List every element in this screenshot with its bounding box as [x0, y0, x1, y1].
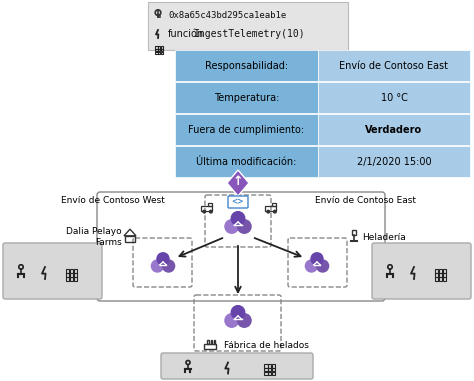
FancyBboxPatch shape [372, 243, 471, 299]
Circle shape [237, 220, 251, 233]
Bar [439, 269, 443, 272]
Bar [439, 277, 443, 280]
FancyBboxPatch shape [161, 353, 313, 379]
Bar [268, 368, 271, 371]
Bar [125, 236, 135, 242]
Bar [435, 277, 438, 280]
Bar [264, 364, 267, 368]
Bar [74, 269, 78, 272]
FancyBboxPatch shape [148, 2, 348, 50]
Bar [201, 206, 212, 211]
Circle shape [151, 260, 164, 272]
Text: Dalia Pelayo
Farms: Dalia Pelayo Farms [66, 227, 122, 247]
Text: IngestTelemetry(10): IngestTelemetry(10) [194, 29, 306, 39]
Text: Envío de Contoso West: Envío de Contoso West [61, 195, 165, 205]
Bar [210, 339, 212, 344]
Text: Temperatura:: Temperatura: [214, 93, 279, 102]
Bar [66, 277, 70, 280]
Bar [264, 368, 267, 371]
FancyBboxPatch shape [318, 50, 470, 81]
Bar [70, 273, 73, 277]
Circle shape [273, 210, 276, 213]
Bar [272, 368, 275, 371]
Bar [443, 273, 447, 277]
FancyBboxPatch shape [3, 243, 102, 299]
Circle shape [210, 210, 212, 213]
Bar [208, 203, 212, 206]
Circle shape [305, 260, 318, 272]
Bar [443, 277, 447, 280]
Bar [439, 273, 443, 277]
Bar [155, 49, 158, 51]
Bar [74, 273, 78, 277]
Text: <>: <> [232, 197, 244, 207]
FancyBboxPatch shape [175, 50, 318, 81]
FancyBboxPatch shape [318, 82, 470, 113]
Bar [161, 49, 163, 51]
Bar [158, 52, 161, 54]
Bar [352, 231, 356, 235]
Bar [268, 364, 271, 368]
Bar [272, 371, 275, 375]
FancyBboxPatch shape [175, 82, 318, 113]
Text: Fuera de cumplimiento:: Fuera de cumplimiento: [189, 125, 305, 134]
Text: 0x8a65c43bd295ca1eab1e: 0x8a65c43bd295ca1eab1e [168, 11, 286, 19]
Text: Verdadero: Verdadero [365, 125, 422, 134]
Bar [155, 52, 158, 54]
FancyBboxPatch shape [228, 196, 248, 208]
Bar [272, 203, 276, 206]
Bar [161, 46, 163, 49]
FancyBboxPatch shape [318, 146, 470, 177]
Bar [207, 339, 209, 344]
FancyBboxPatch shape [175, 146, 318, 177]
Circle shape [163, 260, 174, 272]
Circle shape [231, 306, 245, 319]
Text: Responsabilidad:: Responsabilidad: [205, 61, 288, 70]
Polygon shape [227, 170, 249, 196]
Bar [265, 206, 276, 211]
Bar [435, 273, 438, 277]
Bar [70, 277, 73, 280]
Bar [155, 46, 158, 49]
FancyBboxPatch shape [318, 114, 470, 145]
Text: Envío de Contoso East: Envío de Contoso East [315, 195, 416, 205]
Text: 10 °C: 10 °C [381, 93, 408, 102]
Circle shape [317, 260, 328, 272]
Bar [214, 339, 215, 344]
Bar [161, 52, 163, 54]
Bar [66, 269, 70, 272]
FancyBboxPatch shape [175, 114, 318, 145]
Text: Heladería: Heladería [362, 232, 406, 242]
Bar [158, 46, 161, 49]
Bar [264, 371, 267, 375]
Circle shape [225, 220, 238, 233]
Circle shape [157, 253, 169, 265]
Bar [204, 344, 216, 349]
Bar [74, 277, 78, 280]
Text: Última modificación:: Última modificación: [196, 157, 297, 166]
Bar [268, 371, 271, 375]
Circle shape [203, 210, 206, 213]
Circle shape [231, 212, 245, 225]
Circle shape [237, 314, 251, 327]
Bar [272, 364, 275, 368]
Bar [66, 273, 70, 277]
Circle shape [267, 210, 270, 213]
Bar [443, 269, 447, 272]
Circle shape [225, 314, 238, 327]
Text: Fábrica de helados: Fábrica de helados [224, 341, 309, 349]
Bar [158, 49, 161, 51]
Text: ↑: ↑ [233, 174, 243, 187]
Text: función: función [168, 29, 204, 39]
Circle shape [311, 253, 323, 265]
Text: 2/1/2020 15:00: 2/1/2020 15:00 [357, 157, 431, 166]
Bar [70, 269, 73, 272]
Bar [435, 269, 438, 272]
Text: Envío de Contoso East: Envío de Contoso East [339, 61, 448, 70]
